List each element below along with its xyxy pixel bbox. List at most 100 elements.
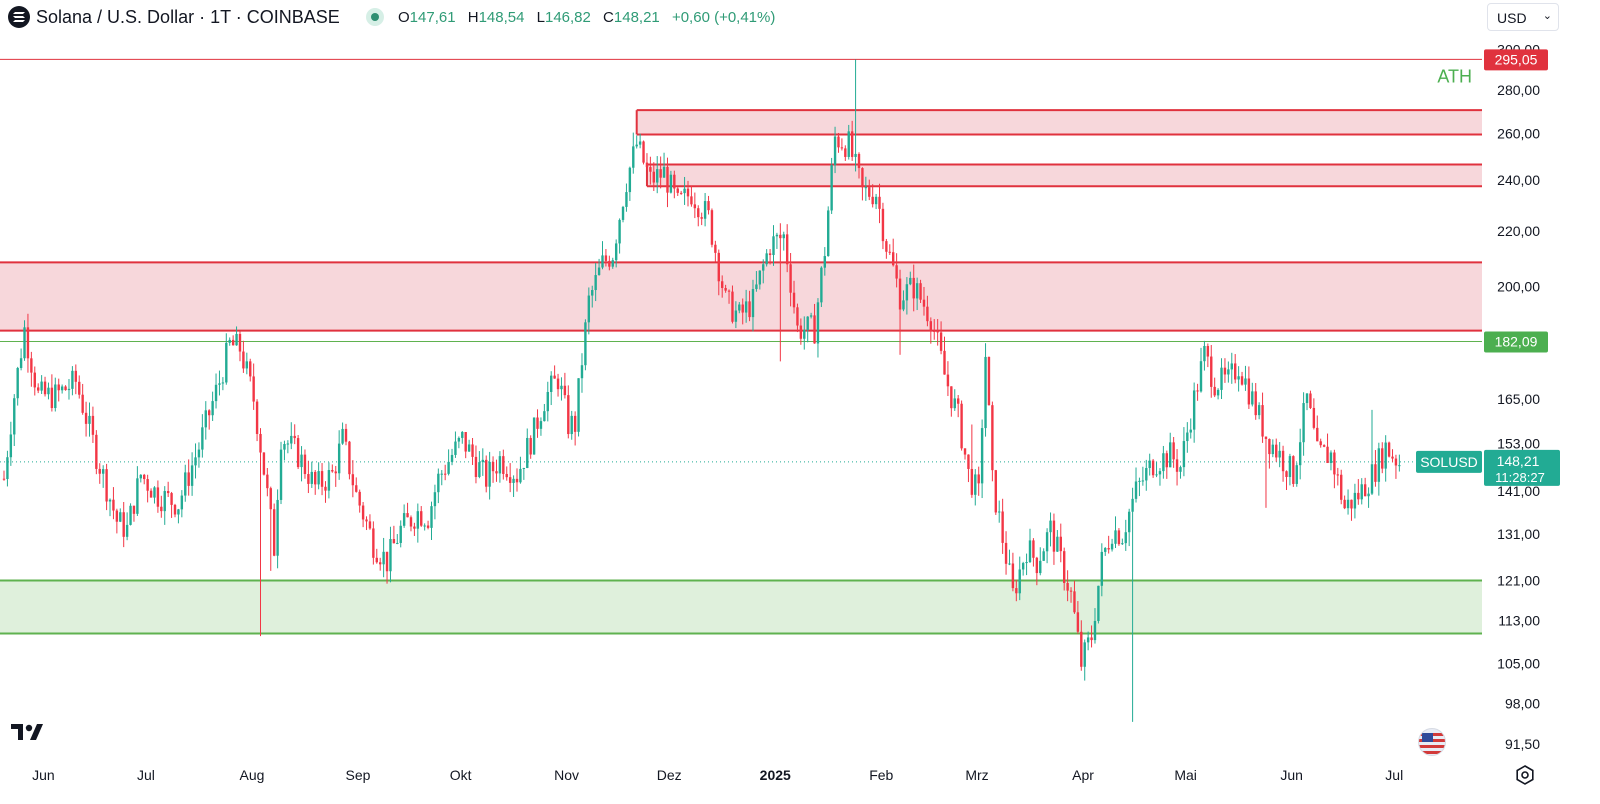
candle <box>1035 556 1039 586</box>
candle-body <box>878 196 881 209</box>
candle <box>984 343 987 437</box>
candle-body <box>1162 453 1165 472</box>
candle-body <box>830 165 833 211</box>
candle <box>1141 466 1145 486</box>
x-tick-label: Jul <box>1385 767 1403 783</box>
candle <box>1374 450 1377 487</box>
x-tick-label: Apr <box>1072 767 1094 783</box>
candle <box>700 212 703 226</box>
candle-body <box>170 493 173 505</box>
candle-body <box>348 441 351 475</box>
candle <box>621 205 625 223</box>
candle <box>580 353 584 393</box>
candle-body <box>837 136 840 148</box>
candle <box>1370 409 1374 495</box>
gear-icon[interactable] <box>1514 764 1536 791</box>
candle-body <box>967 454 970 469</box>
x-tick-label: Feb <box>869 767 893 783</box>
candle <box>1394 454 1398 479</box>
candle-body <box>748 301 751 318</box>
candle <box>690 185 693 207</box>
candle <box>987 356 991 406</box>
candle-body <box>796 307 799 326</box>
candle-body <box>693 204 697 209</box>
tradingview-logo-icon[interactable] <box>10 722 48 747</box>
candle-body <box>249 361 252 377</box>
candle-body <box>512 478 515 483</box>
candle-body <box>13 398 16 435</box>
candle <box>587 287 591 335</box>
candle <box>508 463 512 493</box>
candle <box>348 440 351 480</box>
candle-body <box>1100 551 1104 586</box>
candle <box>450 448 454 466</box>
candle <box>591 285 594 308</box>
candle-body <box>238 333 242 352</box>
candle <box>823 247 826 276</box>
candle-body <box>611 260 614 267</box>
candle-body <box>481 459 484 463</box>
candle-body <box>218 383 221 385</box>
candle-body <box>16 368 19 399</box>
candle <box>341 422 344 445</box>
candle-body <box>1086 637 1090 643</box>
candle-body <box>396 542 399 544</box>
candle <box>413 522 416 536</box>
us-flag-icon[interactable] <box>1418 728 1446 756</box>
y-tick-label: 105,00 <box>1497 655 1540 671</box>
candle <box>98 463 101 484</box>
candle-body <box>721 281 724 288</box>
candle <box>406 502 409 518</box>
candle <box>156 480 160 513</box>
candle <box>642 140 645 165</box>
candle <box>892 238 895 267</box>
candle-body <box>160 506 163 512</box>
candle <box>1104 547 1107 556</box>
candle <box>673 170 676 199</box>
candle-body <box>1367 493 1370 497</box>
candle <box>1244 365 1247 391</box>
candle <box>115 508 119 534</box>
candle-body <box>738 304 741 311</box>
candle-body <box>204 410 207 428</box>
candle <box>108 498 112 517</box>
candle-body <box>334 471 337 474</box>
candle-body <box>173 504 177 515</box>
candle <box>13 394 16 447</box>
candle <box>1275 438 1278 462</box>
candle <box>844 145 847 161</box>
symbol-title[interactable]: Solana / U.S. Dollar · 1T · COINBASE <box>36 7 340 27</box>
symbol-tag-bg <box>1416 450 1482 473</box>
currency-select[interactable]: USD ⌄ <box>1487 3 1559 31</box>
candle <box>1015 579 1018 602</box>
candle-body <box>956 398 960 404</box>
candle <box>683 176 686 205</box>
candle <box>963 448 967 460</box>
candle-body <box>1090 637 1093 641</box>
candle <box>974 469 977 506</box>
candle-body <box>163 491 166 512</box>
candle <box>1322 444 1326 448</box>
candle <box>379 557 382 571</box>
candle <box>481 448 484 476</box>
candle-body <box>1360 484 1363 500</box>
candle <box>245 352 249 375</box>
high-value: 148,54 <box>478 9 525 26</box>
candle <box>1326 433 1329 464</box>
x-tick-label: Sep <box>346 767 371 783</box>
candle <box>656 156 659 194</box>
market-status-icon[interactable] <box>366 8 384 26</box>
candle-body <box>686 188 690 197</box>
candle-body <box>413 526 416 529</box>
candle <box>163 486 166 525</box>
candle <box>437 468 440 504</box>
candle <box>1151 458 1155 478</box>
candle <box>792 280 796 314</box>
candle-body <box>898 278 902 310</box>
y-tick-label: 220,00 <box>1497 223 1540 239</box>
candle-body <box>50 387 54 409</box>
candle-body <box>1196 390 1199 392</box>
candle <box>30 351 33 387</box>
candle-body <box>1110 543 1114 550</box>
